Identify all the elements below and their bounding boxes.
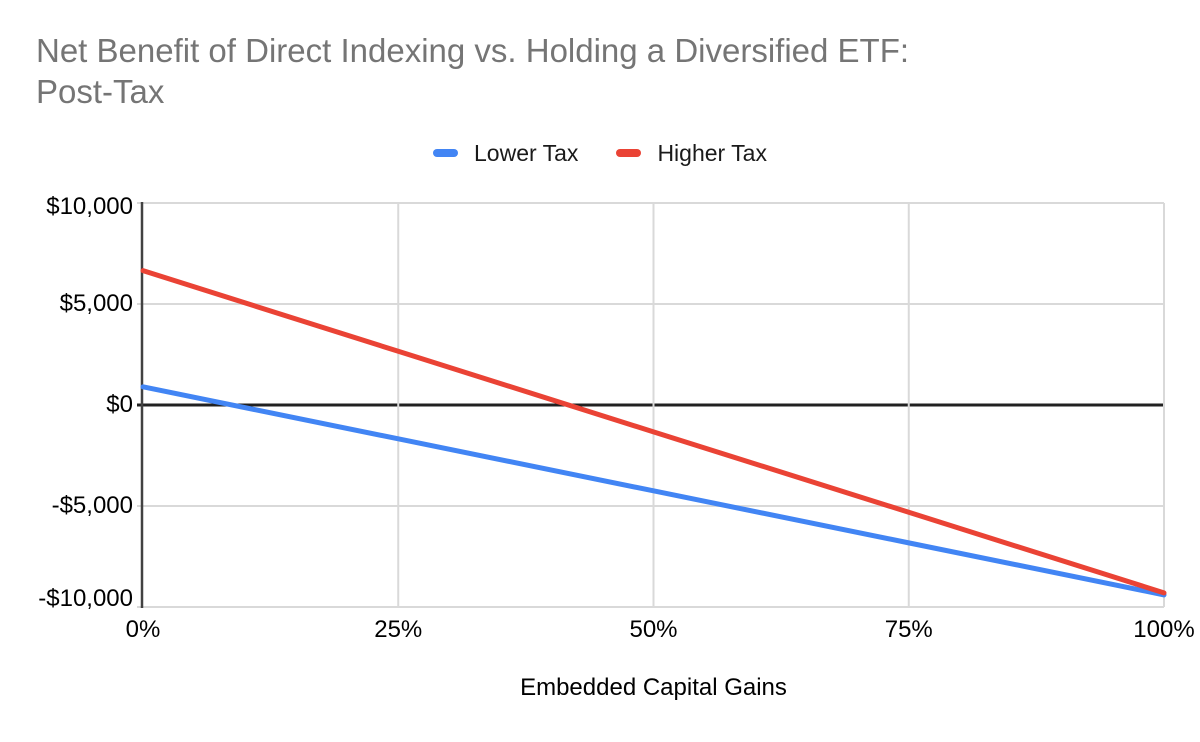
chart-title-line2: Post-Tax [36, 73, 165, 110]
y-tick-label: -$10,000 [38, 585, 133, 612]
y-tick-label: $10,000 [46, 193, 133, 220]
series-line-lower-tax [140, 384, 1167, 598]
chart-title: Net Benefit of Direct Indexing vs. Holdi… [36, 30, 1176, 112]
legend-swatch-icon [616, 149, 642, 157]
legend-item-higher-tax: Higher Tax [616, 140, 767, 167]
legend-label: Lower Tax [474, 139, 579, 166]
legend-item-lower-tax: Lower Tax [433, 140, 578, 167]
chart-title-line1: Net Benefit of Direct Indexing vs. Holdi… [36, 32, 910, 69]
series-line-higher-tax [140, 268, 1167, 596]
x-tick-label: 50% [629, 616, 678, 643]
legend: Lower Tax Higher Tax [0, 140, 1200, 166]
x-tick-label: 75% [884, 616, 933, 643]
y-tick-label: $0 [106, 391, 133, 418]
legend-label: Higher Tax [657, 139, 767, 166]
x-tick-label: 100% [1133, 616, 1195, 643]
x-tick-label: 25% [374, 616, 423, 643]
x-axis-title: Embedded Capital Gains [520, 674, 787, 701]
y-tick-label: $5,000 [59, 290, 133, 317]
x-tick-label: 0% [125, 616, 161, 643]
y-tick-label: -$5,000 [51, 492, 133, 519]
legend-swatch-icon [433, 149, 459, 157]
